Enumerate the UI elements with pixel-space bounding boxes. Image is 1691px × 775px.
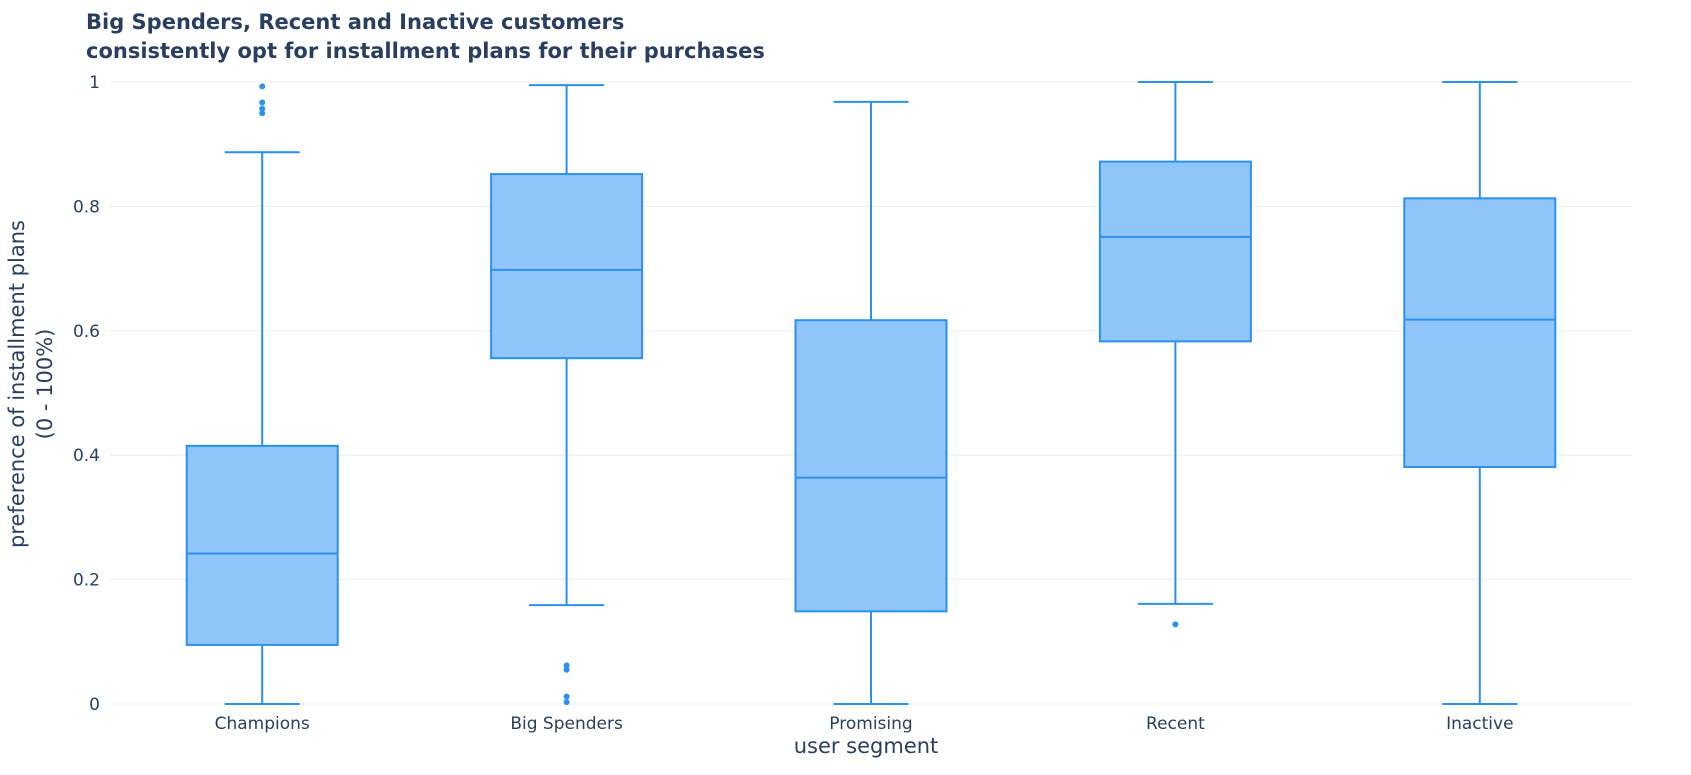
x-axis-ticks: Champions Big Spenders Promising Recent Inac…: [215, 714, 1514, 734]
y-axis-ticks: 0 0.2 0.4 0.6 0.8 1: [73, 73, 100, 715]
x-axis-title: user segment: [794, 734, 939, 758]
outlier-point: [259, 83, 266, 90]
y-axis-title-line-2: (0 - 100%): [33, 329, 57, 440]
chart-title-line-2: consistently opt for installment plans f…: [86, 39, 765, 63]
x-tick-label: Champions: [215, 714, 310, 734]
y-axis-title: preference of installment plans (0 - 100…: [5, 220, 57, 548]
outlier-point: [259, 110, 266, 117]
x-tick-label: Recent: [1146, 714, 1205, 734]
interquartile-box: [1098, 160, 1252, 343]
outlier-point: [563, 693, 570, 700]
interquartile-box: [185, 444, 339, 646]
outlier-point: [1172, 621, 1179, 628]
y-tick-label: 0.4: [73, 446, 100, 466]
outlier-point: [563, 662, 570, 669]
outlier-point: [259, 105, 266, 112]
outlier-point: [563, 666, 570, 673]
x-tick-label: Promising: [829, 714, 912, 734]
interquartile-box: [1403, 197, 1557, 469]
chart-title: Big Spenders, Recent and Inactive custom…: [86, 10, 765, 63]
x-tick-label: Big Spenders: [510, 714, 623, 734]
box-big-spenders: [490, 84, 644, 706]
box-champions: [185, 83, 339, 705]
y-tick-label: 0.8: [73, 197, 100, 217]
y-axis-title-line-1: preference of installment plans: [5, 220, 29, 548]
x-tick-label: Inactive: [1446, 714, 1513, 734]
outlier-point: [563, 699, 570, 706]
chart-title-line-1: Big Spenders, Recent and Inactive custom…: [86, 10, 624, 34]
box-inactive: [1403, 81, 1557, 705]
y-tick-label: 0: [89, 695, 100, 715]
interquartile-box: [794, 319, 948, 613]
y-tick-label: 0.2: [73, 571, 100, 591]
y-tick-label: 0.6: [73, 322, 100, 342]
boxes: [185, 81, 1557, 706]
box-promising: [794, 100, 948, 705]
y-tick-label: 1: [89, 73, 100, 93]
interquartile-box: [490, 173, 644, 360]
outlier-point: [259, 99, 266, 106]
box-recent: [1098, 81, 1252, 628]
